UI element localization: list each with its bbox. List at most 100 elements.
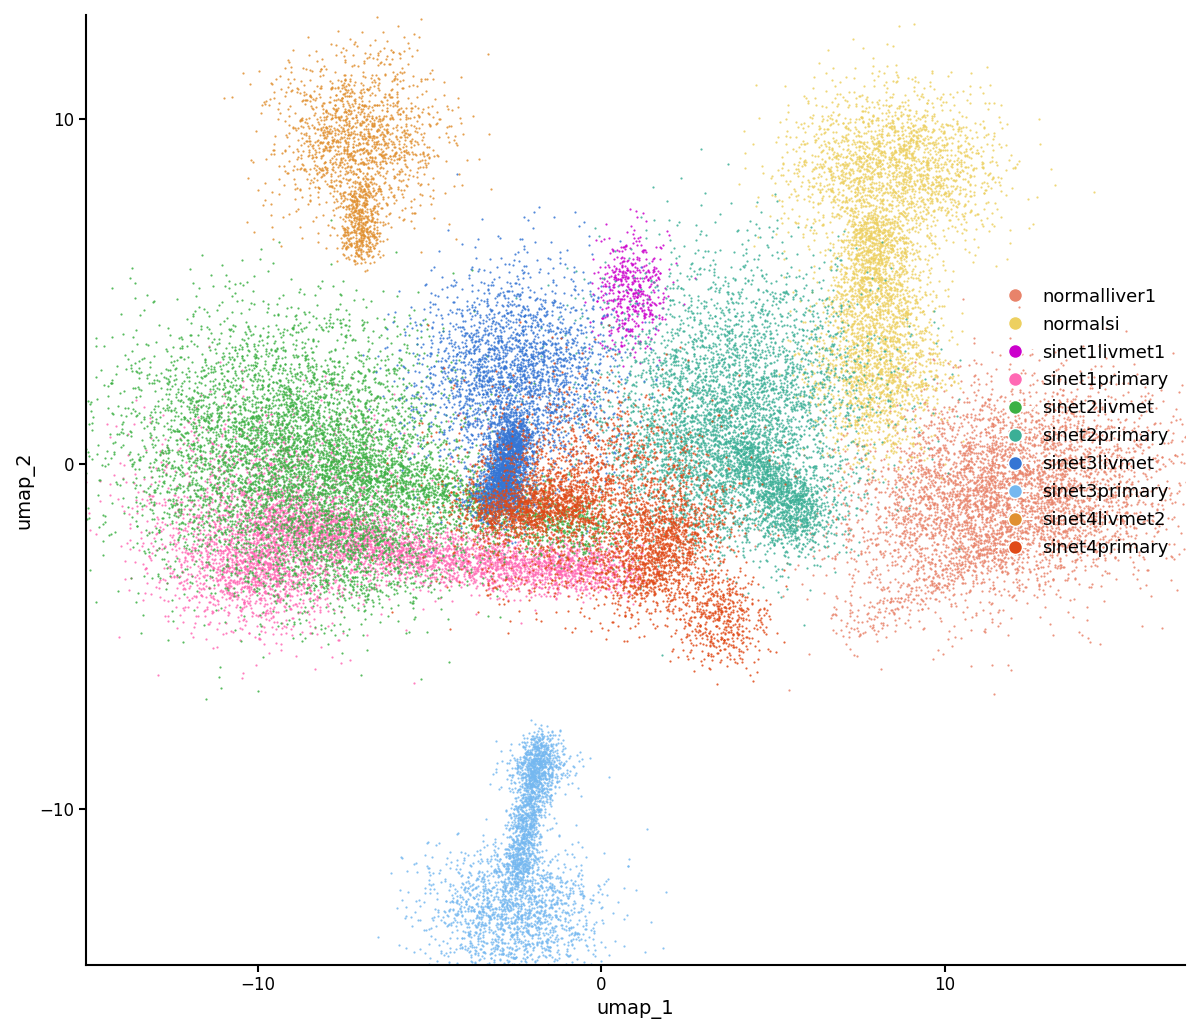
normalsi bbox=[858, 299, 877, 315]
sinet2livmet bbox=[497, 480, 516, 496]
normalliver1 bbox=[1032, 481, 1051, 497]
sinet3livmet bbox=[451, 305, 470, 322]
sinet1primary bbox=[228, 443, 247, 459]
sinet3livmet bbox=[490, 428, 509, 445]
normalliver1 bbox=[905, 557, 924, 574]
sinet3primary bbox=[542, 899, 562, 915]
sinet2livmet bbox=[263, 362, 282, 378]
normalsi bbox=[856, 226, 875, 243]
normalliver1 bbox=[865, 530, 884, 547]
sinet4livmet2 bbox=[278, 80, 298, 96]
sinet1primary bbox=[204, 514, 223, 530]
sinet1primary bbox=[336, 542, 355, 558]
sinet2primary bbox=[690, 463, 709, 480]
sinet4primary bbox=[527, 437, 546, 454]
normalliver1 bbox=[970, 521, 989, 538]
sinet2primary bbox=[727, 454, 746, 470]
sinet3primary bbox=[500, 849, 520, 865]
normalsi bbox=[905, 109, 924, 125]
normalsi bbox=[814, 295, 833, 311]
sinet1primary bbox=[592, 546, 611, 562]
sinet3livmet bbox=[559, 322, 578, 338]
sinet3livmet bbox=[478, 514, 497, 530]
sinet2primary bbox=[847, 337, 866, 354]
sinet2livmet bbox=[558, 528, 577, 545]
sinet2livmet bbox=[221, 437, 240, 454]
normalliver1 bbox=[1050, 419, 1069, 435]
normalsi bbox=[907, 336, 926, 353]
sinet1primary bbox=[612, 586, 631, 603]
sinet2livmet bbox=[286, 430, 305, 447]
sinet2livmet bbox=[164, 412, 184, 428]
sinet3livmet bbox=[520, 378, 539, 395]
sinet1livmet1 bbox=[629, 283, 648, 300]
sinet1primary bbox=[277, 514, 296, 530]
sinet2livmet bbox=[245, 336, 264, 353]
sinet3livmet bbox=[523, 427, 542, 444]
sinet1primary bbox=[371, 529, 390, 546]
sinet1primary bbox=[200, 614, 220, 631]
sinet1primary bbox=[278, 574, 298, 590]
normalliver1 bbox=[960, 440, 979, 457]
normalsi bbox=[866, 197, 886, 214]
sinet3primary bbox=[584, 937, 604, 953]
sinet2livmet bbox=[282, 365, 301, 382]
normalsi bbox=[799, 188, 818, 205]
sinet3livmet bbox=[466, 340, 485, 357]
sinet4primary bbox=[668, 574, 688, 590]
normalliver1 bbox=[996, 490, 1015, 507]
sinet3livmet bbox=[498, 454, 517, 470]
sinet2livmet bbox=[289, 359, 308, 375]
sinet2livmet bbox=[282, 393, 301, 409]
sinet4livmet2 bbox=[308, 136, 328, 153]
sinet1primary bbox=[245, 584, 264, 601]
sinet4primary bbox=[494, 538, 514, 554]
sinet3livmet bbox=[467, 505, 486, 521]
sinet2primary bbox=[634, 504, 653, 520]
sinet2primary bbox=[736, 520, 755, 537]
sinet4livmet2 bbox=[367, 133, 386, 150]
sinet2primary bbox=[716, 486, 736, 503]
normalsi bbox=[875, 138, 894, 154]
sinet1primary bbox=[218, 438, 238, 455]
sinet2primary bbox=[770, 490, 790, 507]
sinet3livmet bbox=[434, 343, 454, 360]
sinet1primary bbox=[559, 546, 578, 562]
normalsi bbox=[876, 221, 895, 238]
sinet4primary bbox=[683, 525, 702, 542]
sinet3livmet bbox=[506, 444, 526, 460]
sinet2livmet bbox=[210, 399, 229, 416]
sinet1primary bbox=[307, 588, 326, 605]
sinet1primary bbox=[260, 476, 280, 492]
sinet1livmet1 bbox=[610, 261, 629, 277]
sinet2livmet bbox=[325, 483, 344, 499]
normalliver1 bbox=[1098, 388, 1117, 404]
sinet2livmet bbox=[221, 444, 240, 460]
sinet4primary bbox=[646, 494, 665, 511]
sinet4primary bbox=[610, 543, 629, 559]
sinet3livmet bbox=[564, 405, 583, 422]
sinet2livmet bbox=[220, 344, 239, 361]
sinet2livmet bbox=[359, 470, 378, 487]
sinet2livmet bbox=[324, 278, 343, 295]
sinet4primary bbox=[522, 470, 541, 487]
sinet2primary bbox=[685, 409, 704, 426]
sinet4primary bbox=[541, 456, 560, 473]
sinet1primary bbox=[542, 526, 562, 543]
sinet4primary bbox=[636, 603, 655, 619]
sinet1primary bbox=[533, 572, 552, 588]
normalsi bbox=[865, 215, 884, 232]
sinet2livmet bbox=[347, 556, 366, 573]
normalsi bbox=[870, 223, 889, 240]
sinet2livmet bbox=[359, 385, 378, 401]
sinet4primary bbox=[733, 644, 752, 661]
normalliver1 bbox=[982, 415, 1001, 431]
sinet3primary bbox=[478, 899, 497, 915]
sinet2primary bbox=[702, 490, 721, 507]
normalsi bbox=[881, 366, 900, 383]
sinet1primary bbox=[240, 541, 259, 557]
sinet3livmet bbox=[487, 427, 506, 444]
sinet4primary bbox=[640, 561, 659, 578]
normalsi bbox=[863, 375, 882, 392]
sinet4primary bbox=[623, 520, 642, 537]
